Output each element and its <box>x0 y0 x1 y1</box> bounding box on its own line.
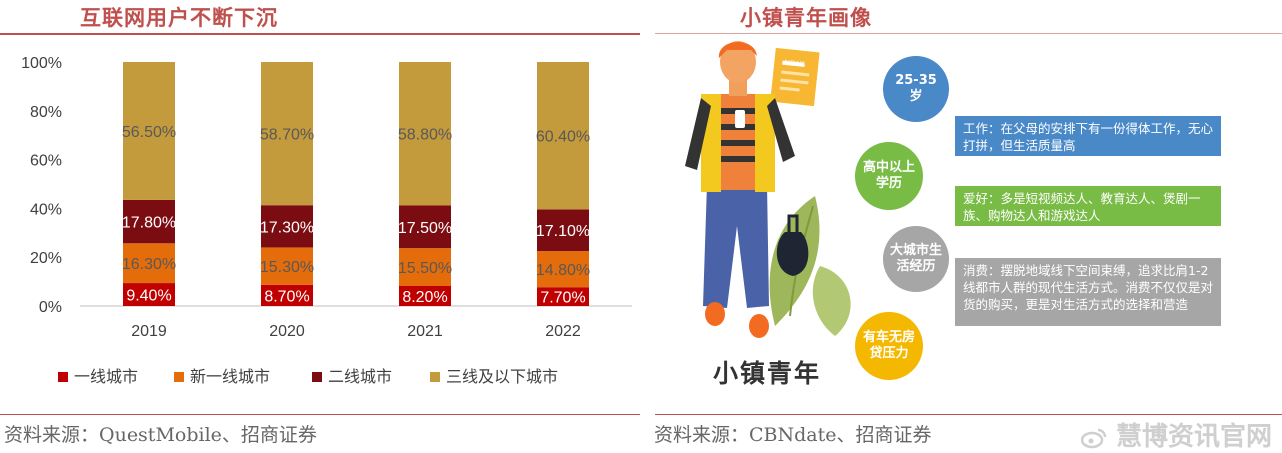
x-tick-label: 2022 <box>545 323 581 340</box>
data-label: 8.70% <box>264 288 309 305</box>
data-label: 58.70% <box>260 127 314 144</box>
city-experience-bubble-label: 大城市生活经历 <box>889 243 942 274</box>
data-label: 15.30% <box>260 259 314 276</box>
legend-label: 一线城市 <box>74 367 138 386</box>
bar-segment <box>261 205 313 248</box>
x-tick-label: 2019 <box>131 323 167 340</box>
data-label: 15.50% <box>398 260 452 277</box>
bar-segment <box>399 248 451 286</box>
data-label: 17.10% <box>536 223 590 240</box>
bar-segment <box>537 251 589 288</box>
bar-segment <box>261 62 313 206</box>
car-no-mortgage-bubble: 有车无房贷压力 <box>855 312 923 380</box>
data-label: 56.50% <box>122 124 176 141</box>
portrait-infographic: NEWS <box>655 36 1282 408</box>
bar-segment <box>537 287 589 306</box>
hobby-card: 爱好：多是短视频达人、教育达人、煲剧一族、购物达人和游戏达人 <box>955 186 1221 226</box>
legend-label: 新一线城市 <box>190 367 270 386</box>
legend-swatch <box>430 372 440 382</box>
bar-segment <box>261 247 313 285</box>
newspaper-label: NEWS <box>784 59 806 69</box>
data-label: 14.80% <box>536 262 590 279</box>
portrait-title: 小镇青年画像 <box>740 5 872 30</box>
legend-swatch <box>174 372 184 382</box>
legend-label: 二线城市 <box>328 367 392 386</box>
bar-segment <box>123 283 175 306</box>
bar-segment <box>123 62 175 200</box>
title-rule-left <box>0 33 640 35</box>
age-bubble-label: 25-35岁 <box>895 73 937 104</box>
source-note-right: 资料来源：CBNdate、招商证券 <box>654 424 932 446</box>
consumption-card-text: 消费：摆脱地域线下空间束缚，追求比肩1-2线都市人群的现代生活方式。消费不仅仅是… <box>963 263 1214 312</box>
y-tick-label: 20% <box>30 250 62 267</box>
legend-swatch <box>58 372 68 382</box>
weibo-logo-icon <box>1080 428 1107 448</box>
x-tick-label: 2021 <box>407 323 443 340</box>
data-label: 60.40% <box>536 129 590 146</box>
chart-title: 互联网用户不断下沉 <box>80 5 278 30</box>
data-label: 7.70% <box>540 290 585 307</box>
young-man-figure-icon <box>685 41 809 338</box>
title-rule-right <box>655 33 1282 34</box>
hobby-card-text: 爱好：多是短视频达人、教育达人、煲剧一族、购物达人和游戏达人 <box>963 191 1201 223</box>
work-card-text: 工作：在父母的安排下有一份得体工作，无心打拼，但生活质量高 <box>963 121 1214 153</box>
data-label: 16.30% <box>122 256 176 273</box>
bar-segment <box>399 62 451 206</box>
car-no-mortgage-bubble-label: 有车无房贷压力 <box>862 330 915 361</box>
data-label: 9.40% <box>126 288 171 305</box>
y-tick-label: 80% <box>30 104 62 121</box>
data-label: 17.80% <box>122 215 176 232</box>
y-tick-label: 0% <box>39 299 62 316</box>
education-bubble-label: 高中以上学历 <box>862 160 915 191</box>
work-card: 工作：在父母的安排下有一份得体工作，无心打拼，但生活质量高 <box>955 116 1221 156</box>
data-label: 58.80% <box>398 127 452 144</box>
bar-segment <box>537 209 589 252</box>
bar-segment <box>537 62 589 210</box>
data-label: 17.50% <box>398 220 452 237</box>
bar-segment <box>123 199 175 244</box>
town-youth-illustration: NEWS <box>685 41 851 338</box>
bar-segment <box>399 285 451 306</box>
consumption-card: 消费：摆脱地域线下空间束缚，追求比肩1-2线都市人群的现代生活方式。消费不仅仅是… <box>955 258 1221 326</box>
x-tick-label: 2020 <box>269 323 305 340</box>
footer-rule-right <box>655 414 1282 415</box>
legend-label: 三线及以下城市 <box>446 367 558 386</box>
bar-segment <box>123 243 175 284</box>
bar-segment <box>261 284 313 306</box>
newspaper-icon: NEWS <box>770 47 820 107</box>
data-label: 17.30% <box>260 219 314 236</box>
y-tick-label: 60% <box>30 153 62 170</box>
y-tick-label: 40% <box>30 201 62 218</box>
watermark: 慧博资讯官网 <box>1080 416 1272 453</box>
education-bubble: 高中以上学历 <box>855 142 923 210</box>
source-note-left: 资料来源：QuestMobile、招商证券 <box>4 424 317 446</box>
age-bubble: 25-35岁 <box>883 56 949 122</box>
city-experience-bubble: 大城市生活经历 <box>883 226 949 292</box>
data-label: 8.20% <box>402 289 447 306</box>
town-youth-label: 小镇青年 <box>713 359 822 388</box>
y-tick-label: 100% <box>21 55 62 72</box>
legend-swatch <box>312 372 322 382</box>
watermark-text: 慧博资讯官网 <box>1115 422 1272 452</box>
stacked-bar-chart: 0% 20% 40% 60% 80% 100% 9.40% 16.30% 17.80% 56.50… <box>21 55 632 386</box>
bar-segment <box>399 205 451 249</box>
footer-rule-left <box>0 414 640 415</box>
